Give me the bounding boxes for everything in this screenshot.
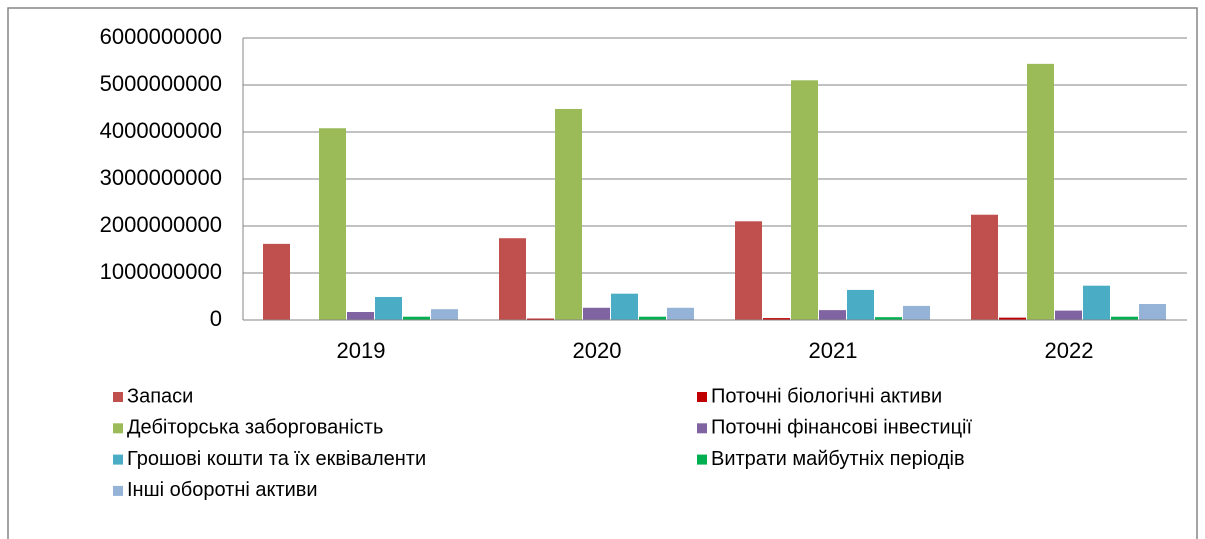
y-tick-label: 1000000000: [100, 259, 222, 284]
bar: [555, 108, 582, 320]
bar: [431, 309, 458, 320]
x-tick-label: 2020: [573, 338, 622, 363]
bar: [583, 307, 610, 320]
legend-label: Поточні фінансові інвестиції: [711, 417, 972, 439]
bar: [1111, 316, 1138, 320]
bar: [667, 307, 694, 320]
bar: [875, 317, 902, 320]
bar: [999, 317, 1026, 320]
legend-swatch: [113, 392, 123, 402]
legend-label: Поточні біологічні активи: [711, 385, 942, 407]
legend-swatch: [697, 392, 707, 402]
bar: [847, 289, 874, 320]
x-tick-label: 2021: [809, 338, 858, 363]
bar: [763, 318, 790, 320]
legend-swatch: [697, 423, 707, 434]
bar: [971, 214, 998, 320]
x-tick-label: 2019: [337, 338, 386, 363]
chart-frame: [7, 7, 1198, 539]
legend-label: Грошові кошти та їх еквіваленти: [127, 448, 426, 470]
y-tick-label: 5000000000: [100, 71, 222, 96]
bar: [791, 80, 818, 320]
bar: [499, 238, 526, 320]
y-tick-label: 6000000000: [100, 24, 222, 49]
y-tick-label: 2000000000: [100, 212, 222, 237]
bar: [639, 316, 666, 320]
legend-label: Витрати майбутніх періодів: [711, 448, 965, 470]
legend-label: Інші оборотні активи: [127, 479, 318, 501]
bar: [403, 316, 430, 320]
y-tick-label: 4000000000: [100, 118, 222, 143]
y-tick-label: 3000000000: [100, 165, 222, 190]
bar: [903, 305, 930, 320]
bar: [1055, 310, 1082, 320]
bar: [347, 312, 374, 320]
legend-swatch: [113, 454, 123, 465]
bar: [819, 310, 846, 320]
legend-label: Запаси: [127, 385, 193, 407]
bar: [611, 293, 638, 320]
bar: [263, 243, 290, 320]
legend-swatch: [113, 485, 123, 496]
bar: [735, 221, 762, 320]
bar: [1083, 285, 1110, 320]
bar: [527, 318, 554, 320]
legend-label: Дебіторська заборгованість: [127, 417, 383, 439]
legend-swatch: [113, 423, 123, 434]
bar: [1027, 63, 1054, 320]
x-tick-label: 2022: [1045, 338, 1094, 363]
bar: [375, 296, 402, 320]
y-tick-label: 0: [210, 306, 222, 331]
bar: [1139, 304, 1166, 320]
bar: [319, 128, 346, 320]
legend-swatch: [697, 454, 707, 465]
